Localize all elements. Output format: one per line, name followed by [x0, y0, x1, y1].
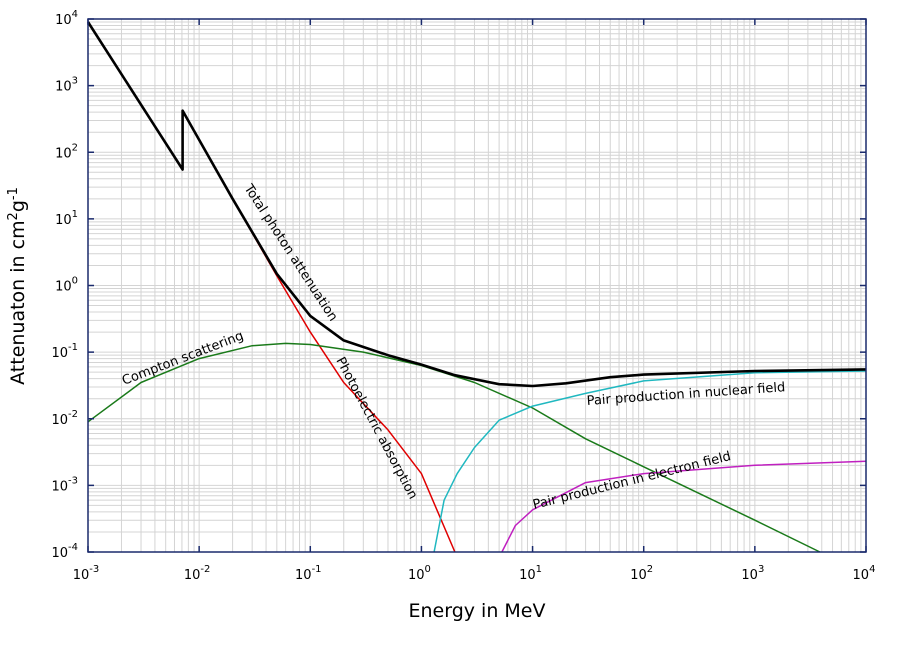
tick-base: 10: [853, 568, 870, 583]
tick-exponent: 3: [758, 564, 764, 575]
curves: [86, 21, 867, 553]
tick-base: 10: [519, 568, 536, 583]
tick-base: 10: [55, 13, 72, 28]
x-axis-label: Energy in MeV: [409, 600, 546, 622]
y-tick-label: 100: [55, 276, 78, 295]
tick-exponent: 4: [869, 564, 875, 575]
tick-base: 10: [741, 568, 758, 583]
x-tick-label: 104: [853, 564, 876, 583]
grid: [87, 19, 866, 553]
series-compton-scattering: [87, 342, 821, 553]
series-pair-production-in-nuclear-field: [433, 370, 867, 553]
y-axis-label: Attenuaton in cm2g-1: [6, 187, 29, 385]
tick-exponent: 1: [536, 564, 542, 575]
x-tick-label: 10-2: [184, 564, 211, 583]
x-tick-label: 103: [741, 564, 764, 583]
tick-base: 10: [51, 479, 68, 494]
tick-exponent: 4: [72, 9, 78, 20]
x-tick-label: 101: [519, 564, 542, 583]
tick-exponent: 0: [72, 276, 78, 287]
tick-base: 10: [51, 413, 68, 428]
tick-base: 10: [184, 568, 201, 583]
tick-base: 10: [73, 568, 90, 583]
y-tick-label: 10-2: [51, 409, 78, 428]
label-photoelectric-absorption: Photoelectric absorption: [332, 355, 420, 502]
x-tick-label: 102: [630, 564, 653, 583]
y-tick-label: 101: [55, 209, 78, 228]
tick-exponent: 1: [72, 209, 78, 220]
series-total-photon-attenuation: [86, 21, 867, 388]
tick-exponent: -1: [312, 564, 322, 575]
tick-exponent: -2: [200, 564, 210, 575]
tick-base: 10: [630, 568, 647, 583]
tick-base: 10: [295, 568, 312, 583]
y-tick-label: 10-1: [51, 342, 78, 361]
x-tick-label: 10-3: [73, 564, 100, 583]
tick-exponent: 2: [647, 564, 653, 575]
tick-exponent: 2: [72, 142, 78, 153]
tick-base: 10: [55, 280, 72, 295]
tick-base: 10: [408, 568, 425, 583]
y-axis-label-sup2: -1: [6, 187, 21, 200]
label-pair-electron: Pair production in electron field: [531, 449, 732, 513]
tick-exponent: -1: [68, 342, 78, 353]
tick-base: 10: [55, 146, 72, 161]
tick-base: 10: [55, 80, 72, 95]
y-tick-label: 104: [55, 9, 78, 28]
tick-exponent: 0: [425, 564, 431, 575]
x-tick-label: 100: [408, 564, 431, 583]
label-total-photon-attenuation: Total photon attenuation: [240, 181, 340, 324]
x-tick-labels: 10-3 10-2 10-1 100 101 102 103 104: [73, 564, 876, 583]
tick-base: 10: [51, 346, 68, 361]
tick-exponent: -2: [68, 409, 78, 420]
y-axis-label-mid: g: [7, 200, 29, 212]
y-axis-label-sup1: 2: [6, 212, 21, 220]
y-axis-label-text: Attenuaton in cm: [7, 220, 29, 384]
tick-exponent: -3: [89, 564, 99, 575]
y-tick-label: 10-3: [51, 475, 78, 494]
tick-base: 10: [55, 213, 72, 228]
y-tick-label: 103: [55, 76, 78, 95]
tick-exponent: -4: [68, 542, 78, 553]
y-tick-label: 102: [55, 142, 78, 161]
major-ticks: [87, 18, 867, 553]
tick-exponent: 3: [72, 76, 78, 87]
y-tick-label: 10-4: [51, 542, 78, 561]
series-pair-production-in-electron-field: [501, 460, 867, 553]
tick-exponent: -3: [68, 475, 78, 486]
label-pair-nuclear: Pair production in nuclear field: [586, 380, 786, 409]
x-tick-label: 10-1: [295, 564, 322, 583]
tick-base: 10: [51, 546, 68, 561]
